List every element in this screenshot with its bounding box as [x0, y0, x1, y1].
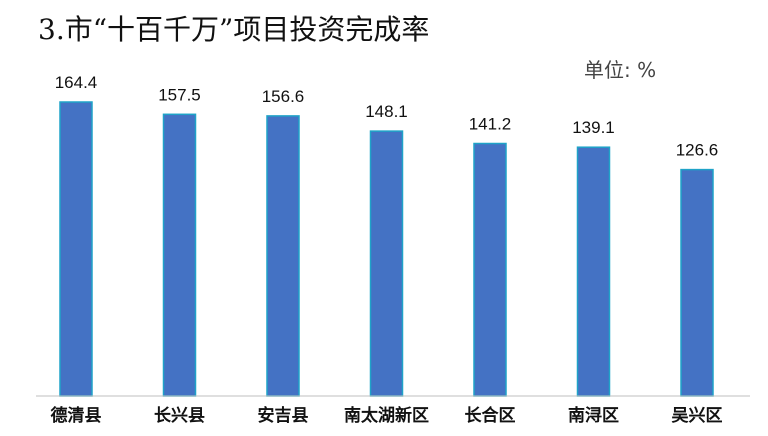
- bar-7: [680, 168, 714, 397]
- value-label-5: 141.2: [469, 115, 512, 134]
- value-label-2: 157.5: [158, 85, 201, 104]
- bar-2: [162, 113, 197, 397]
- category-label-4: 南太湖新区: [344, 405, 429, 426]
- bars-layer: [59, 101, 714, 397]
- bar-6: [576, 146, 611, 397]
- unit-label: 单位: %: [584, 58, 657, 82]
- category-label-1: 德清县: [51, 405, 102, 426]
- value-label-6: 139.1: [572, 118, 615, 137]
- category-label-6: 南浔区: [568, 405, 619, 426]
- category-label-7: 吴兴区: [672, 406, 723, 426]
- bar-1: [59, 101, 93, 397]
- chart-title: 3.市“十百千万”项目投资完成率: [38, 13, 430, 46]
- category-label-2: 长兴县: [154, 405, 205, 426]
- value-labels-layer: 164.4 157.5 156.6 148.1 141.2 139.1 126.6: [55, 73, 719, 160]
- value-label-1: 164.4: [55, 73, 98, 92]
- bar-4: [369, 130, 404, 397]
- category-label-3: 安吉县: [258, 405, 309, 426]
- bar-3: [266, 115, 300, 397]
- category-label-5: 长合区: [465, 405, 516, 426]
- bar-5: [473, 142, 507, 397]
- value-label-4: 148.1: [365, 102, 408, 121]
- category-labels-layer: 德清县 长兴县 安吉县 南太湖新区 长合区 南浔区 吴兴区: [51, 405, 723, 426]
- value-label-3: 156.6: [262, 87, 305, 106]
- value-label-7: 126.6: [676, 141, 719, 160]
